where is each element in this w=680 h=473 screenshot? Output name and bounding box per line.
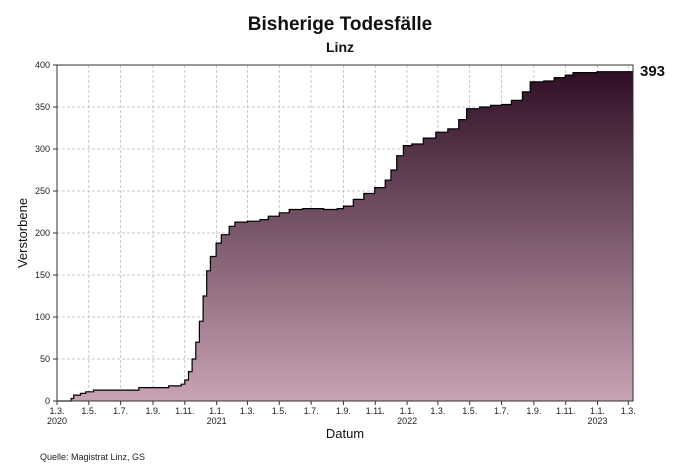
x-tick-label: 1.7. bbox=[113, 406, 128, 416]
x-tick-year: 2023 bbox=[588, 416, 608, 426]
x-tick-label: 1.9. bbox=[336, 406, 351, 416]
y-axis-ticks: 0 50 100 150 200 250 300 350 400 bbox=[35, 60, 57, 406]
y-tick-label: 200 bbox=[35, 228, 50, 238]
y-tick-label: 0 bbox=[45, 396, 50, 406]
x-tick-label: 1.11. bbox=[175, 406, 194, 416]
x-tick-label: 1.9. bbox=[145, 406, 160, 416]
source-note: Quelle: Magistrat Linz, GS bbox=[40, 452, 146, 462]
x-tick-label: 1.5. bbox=[272, 406, 287, 416]
chart-subtitle: Linz bbox=[326, 39, 354, 55]
x-tick-label: 1.1. bbox=[590, 406, 605, 416]
y-tick-label: 400 bbox=[35, 60, 50, 70]
series-line bbox=[57, 70, 634, 402]
x-tick-label: 1.11. bbox=[556, 406, 575, 416]
x-tick-year: 2021 bbox=[207, 416, 227, 426]
x-tick-label: 1.1. bbox=[400, 406, 415, 416]
x-tick-label: 1.5. bbox=[462, 406, 477, 416]
y-tick-label: 250 bbox=[35, 186, 50, 196]
y-tick-label: 150 bbox=[35, 270, 50, 280]
y-tick-label: 50 bbox=[40, 354, 50, 364]
y-axis-label: Verstorbene bbox=[15, 198, 30, 268]
y-tick-label: 350 bbox=[35, 102, 50, 112]
x-tick-label: 1.3. bbox=[240, 406, 255, 416]
chart-title: Bisherige Todesfälle bbox=[247, 14, 433, 35]
x-tick-label: 1.7. bbox=[494, 406, 509, 416]
x-tick-label: 1.5. bbox=[81, 406, 96, 416]
x-tick-label: 1.3. bbox=[621, 406, 636, 416]
x-tick-year: 2022 bbox=[397, 416, 417, 426]
x-tick-label: 1.9. bbox=[526, 406, 541, 416]
end-value-label: 393 bbox=[640, 63, 665, 80]
x-tick-year: 2020 bbox=[47, 416, 67, 426]
x-tick-label: 1.3. bbox=[430, 406, 445, 416]
y-tick-label: 100 bbox=[35, 312, 50, 322]
y-tick-label: 300 bbox=[35, 144, 50, 154]
area-fill bbox=[57, 70, 633, 402]
x-tick-label: 1.11. bbox=[366, 406, 385, 416]
x-axis-label: Datum bbox=[326, 426, 364, 441]
x-tick-label: 1.7. bbox=[304, 406, 319, 416]
x-tick-label: 1.1. bbox=[209, 406, 224, 416]
x-tick-label: 1.3. bbox=[49, 406, 64, 416]
